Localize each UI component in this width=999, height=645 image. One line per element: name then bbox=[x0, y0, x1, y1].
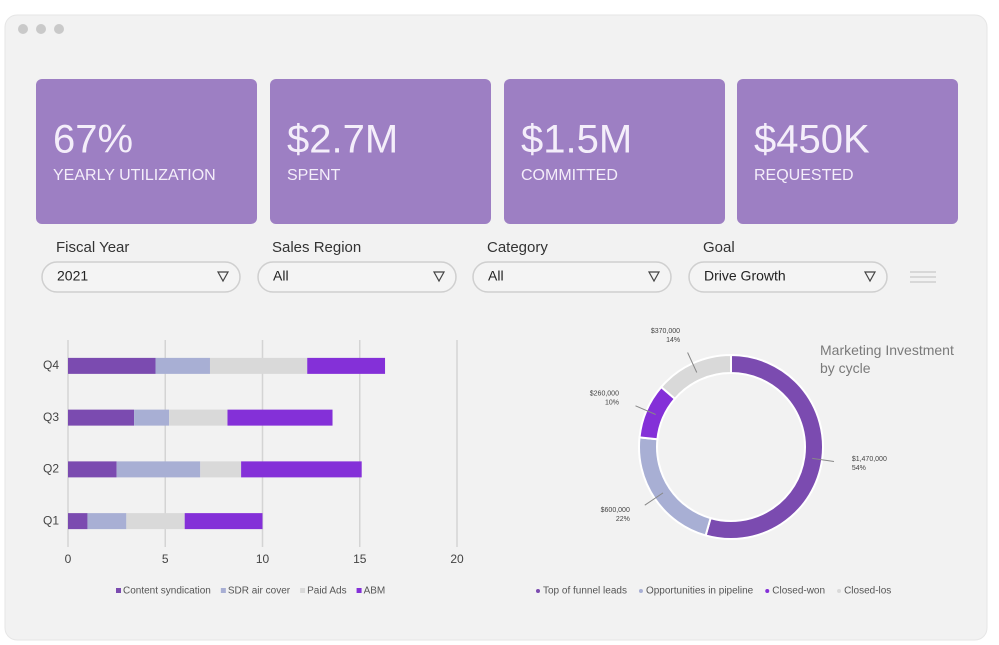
legend-swatch bbox=[837, 589, 842, 593]
dropdown[interactable] bbox=[257, 261, 457, 293]
bar-segment bbox=[241, 461, 362, 478]
y-tick-label: Q3 bbox=[43, 410, 59, 424]
dropdown-arrow bbox=[647, 271, 661, 283]
legend-swatch bbox=[356, 588, 362, 593]
data-label: $260,000 bbox=[590, 391, 619, 398]
leader-line bbox=[635, 405, 656, 415]
legend-label: SDR air cover bbox=[228, 586, 291, 597]
x-tick-label: 10 bbox=[256, 552, 270, 566]
bar-segment bbox=[68, 461, 117, 478]
legend-label: Content syndication bbox=[123, 586, 211, 597]
bar-segment bbox=[126, 513, 185, 530]
kpi-card bbox=[36, 79, 257, 224]
bar-segment bbox=[87, 513, 127, 530]
kpi-value: $1.5M bbox=[521, 118, 632, 162]
bar-segment bbox=[184, 513, 263, 530]
dropdown[interactable] bbox=[688, 261, 888, 293]
chart-title: Marketing Investment by cycle bbox=[820, 342, 954, 376]
dropdown[interactable] bbox=[41, 261, 241, 293]
filter-label: Sales Region bbox=[272, 239, 361, 256]
data-label: $370,000 bbox=[651, 328, 680, 335]
legend-label: Closed-won bbox=[772, 586, 825, 597]
y-tick-label: Q2 bbox=[43, 462, 59, 476]
legend-label: Paid Ads bbox=[307, 586, 346, 597]
kpi-card bbox=[504, 79, 725, 224]
legend-swatch bbox=[116, 588, 121, 593]
leader-line bbox=[644, 492, 664, 506]
bar-segment bbox=[116, 461, 201, 478]
leader-line bbox=[687, 352, 698, 373]
y-tick-label: Q1 bbox=[43, 513, 59, 527]
data-label-percent: 54% bbox=[852, 465, 866, 472]
bar-segment bbox=[200, 461, 242, 478]
filter-label: Fiscal Year bbox=[56, 239, 129, 256]
window-dot[interactable] bbox=[18, 24, 28, 34]
dropdown-value: All bbox=[488, 268, 504, 284]
window-dot[interactable] bbox=[54, 24, 64, 34]
legend-swatch bbox=[300, 588, 306, 593]
bar-segment bbox=[169, 409, 228, 426]
legend-swatch bbox=[536, 589, 540, 593]
kpi-card bbox=[270, 79, 491, 224]
bar-segment bbox=[209, 357, 308, 374]
bar-segment bbox=[134, 409, 170, 426]
data-label: $600,000 bbox=[601, 507, 630, 514]
dropdown-arrow bbox=[432, 271, 446, 283]
data-label-percent: 10% bbox=[605, 400, 619, 407]
legend-label: Opportunities in pipeline bbox=[646, 586, 754, 597]
kpi-label: COMMITTED bbox=[521, 167, 618, 184]
bar-segment bbox=[68, 409, 135, 426]
kpi-value: 67% bbox=[53, 118, 133, 162]
dropdown-value: All bbox=[273, 268, 289, 284]
dropdown-arrow bbox=[863, 271, 877, 283]
legend-swatch bbox=[220, 588, 226, 593]
bar-segment bbox=[155, 357, 210, 374]
filter-label: Goal bbox=[703, 239, 735, 256]
leader-line bbox=[812, 457, 835, 462]
kpi-value: $2.7M bbox=[287, 118, 398, 162]
legend-swatch bbox=[638, 589, 643, 593]
kpi-value: $450K bbox=[754, 118, 870, 162]
x-tick-label: 5 bbox=[162, 552, 169, 566]
data-label: $1,470,000 bbox=[852, 456, 887, 463]
kpi-label: YEARLY UTILIZATION bbox=[53, 167, 216, 184]
bar-segment bbox=[227, 409, 333, 426]
x-tick-label: 0 bbox=[65, 552, 72, 566]
x-tick-label: 15 bbox=[353, 552, 367, 566]
data-label-percent: 22% bbox=[616, 516, 630, 523]
kpi-label: REQUESTED bbox=[754, 167, 854, 184]
dropdown-value: Drive Growth bbox=[704, 268, 786, 284]
kpi-card bbox=[737, 79, 958, 224]
y-tick-label: Q4 bbox=[43, 358, 59, 372]
window-dot[interactable] bbox=[36, 24, 46, 34]
bar-segment bbox=[68, 513, 88, 530]
dropdown-value: 2021 bbox=[57, 268, 88, 284]
legend-label: ABM bbox=[364, 586, 386, 597]
legend-swatch bbox=[765, 589, 770, 593]
dropdown-arrow bbox=[216, 271, 230, 283]
donut-slice bbox=[659, 353, 732, 401]
dropdown[interactable] bbox=[472, 261, 672, 293]
filter-label: Category bbox=[487, 239, 548, 256]
legend-label: Top of funnel leads bbox=[543, 586, 627, 597]
data-label-percent: 14% bbox=[666, 337, 680, 344]
bar-segment bbox=[68, 357, 156, 374]
legend-label: Closed-los bbox=[844, 586, 891, 597]
kpi-label: SPENT bbox=[287, 167, 341, 184]
bar-segment bbox=[307, 357, 386, 374]
menu-icon[interactable] bbox=[910, 271, 936, 283]
x-tick-label: 20 bbox=[450, 552, 464, 566]
